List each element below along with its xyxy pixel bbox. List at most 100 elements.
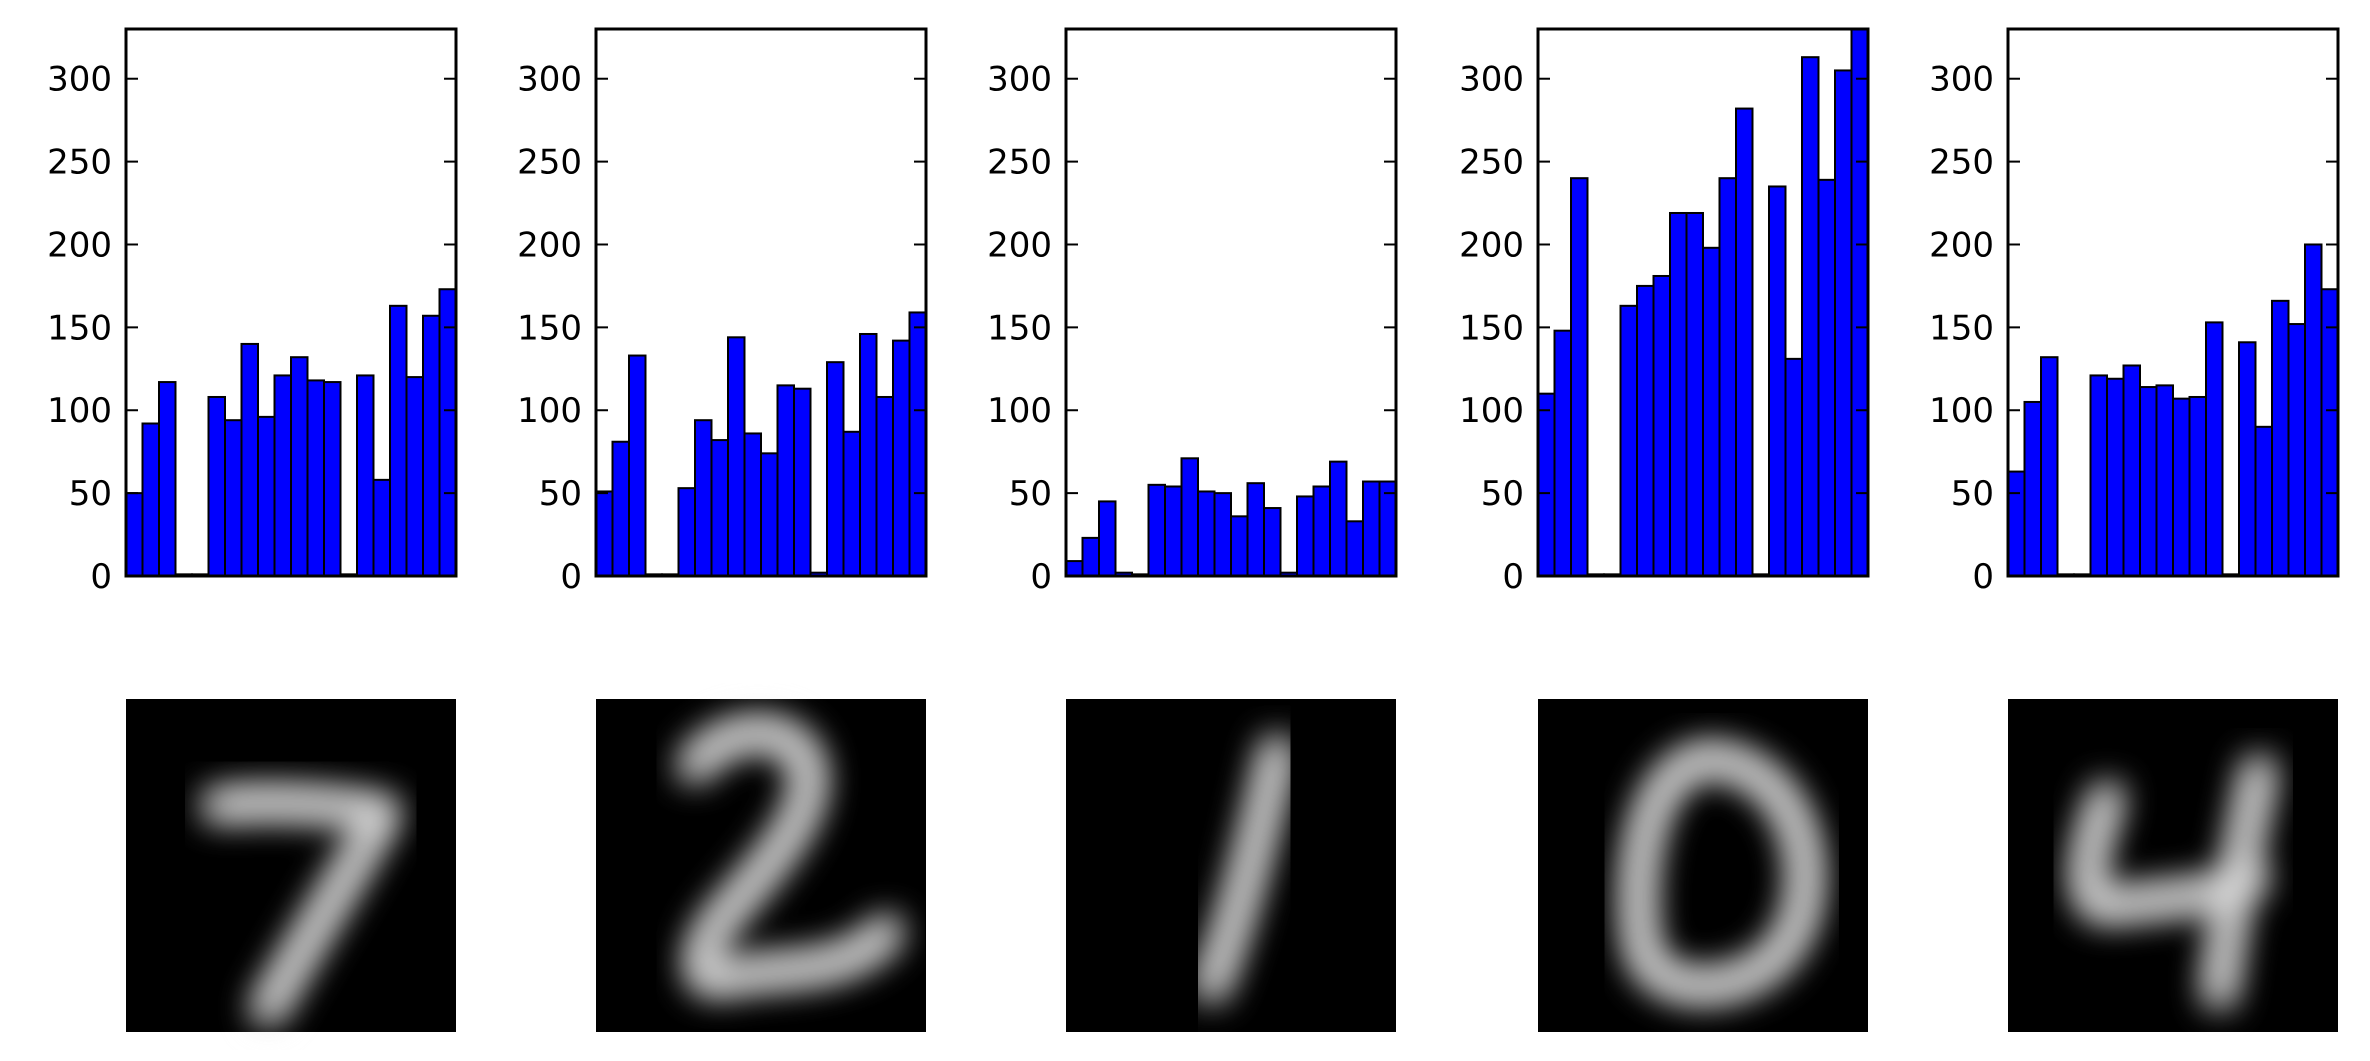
y-tick-label: 250 xyxy=(47,143,112,183)
axes-frame xyxy=(2006,27,2340,578)
y-tick-label: 150 xyxy=(1459,308,1524,348)
y-tick-label: 100 xyxy=(1929,391,1994,431)
bar xyxy=(776,384,795,577)
bar xyxy=(1345,520,1364,577)
digit-stroke xyxy=(1626,747,1818,998)
y-tick-label: 0 xyxy=(90,557,112,597)
y-tick-label: 0 xyxy=(1030,557,1052,597)
y-tick-label: 200 xyxy=(1459,225,1524,265)
bar xyxy=(2122,364,2141,577)
bar xyxy=(859,332,878,577)
digit-stroke xyxy=(2076,760,2271,1004)
y-tick-label: 50 xyxy=(1951,474,1994,514)
bar xyxy=(158,381,177,577)
bar xyxy=(1735,107,1754,577)
digit-0-image xyxy=(1538,699,1868,1032)
histogram-panel-4: 0 50 100 150 200 250 300 xyxy=(1459,27,1870,597)
bar xyxy=(826,361,845,578)
y-tick-label: 250 xyxy=(1459,143,1524,183)
axes-frame xyxy=(1064,27,1398,578)
bar xyxy=(1246,482,1265,577)
digit-stroke xyxy=(1199,740,1289,998)
y-tick-label: 50 xyxy=(1009,474,1052,514)
y-tick-label: 200 xyxy=(47,225,112,265)
bar xyxy=(1081,536,1100,578)
y-tick-label: 200 xyxy=(517,225,582,265)
bar xyxy=(1636,284,1655,577)
bar xyxy=(1312,485,1331,577)
bar xyxy=(710,439,729,577)
bar xyxy=(1378,480,1397,577)
y-tick-label: 50 xyxy=(539,474,582,514)
bar xyxy=(595,490,614,577)
bar xyxy=(141,422,160,577)
y-tick-label: 300 xyxy=(1459,60,1524,100)
bar xyxy=(1362,480,1381,577)
bar xyxy=(611,440,630,577)
bar xyxy=(257,415,276,577)
bar xyxy=(1537,392,1556,578)
bar xyxy=(1553,329,1572,577)
y-tick-label: 50 xyxy=(1481,474,1524,514)
bar xyxy=(1263,507,1282,578)
bar xyxy=(892,339,911,577)
bar xyxy=(290,356,309,578)
bar xyxy=(1669,211,1688,578)
axes-frame xyxy=(124,27,458,578)
y-tick-label: 100 xyxy=(1459,391,1524,431)
bar xyxy=(628,354,647,578)
bar xyxy=(1164,485,1183,577)
y-tick-label: 200 xyxy=(1929,225,1994,265)
digit-stroke xyxy=(683,721,898,992)
digit-7-image xyxy=(126,699,456,1032)
y-tick-label: 250 xyxy=(517,143,582,183)
y-tick-label: 150 xyxy=(987,308,1052,348)
bar xyxy=(1213,492,1232,577)
bar xyxy=(306,379,325,577)
digit-2-image xyxy=(596,699,926,1032)
bar xyxy=(793,387,812,577)
y-tick-label: 300 xyxy=(517,60,582,100)
bar xyxy=(842,430,861,578)
digit-stroke xyxy=(206,791,395,1021)
y-tick-label: 150 xyxy=(47,308,112,348)
bar xyxy=(1065,560,1084,578)
bar xyxy=(1834,69,1853,577)
bar xyxy=(1147,483,1166,577)
bar xyxy=(1817,178,1836,577)
bar xyxy=(2205,321,2224,578)
bar xyxy=(2089,374,2108,577)
bar xyxy=(727,336,746,577)
bar xyxy=(125,492,144,577)
bar xyxy=(875,395,894,578)
bar xyxy=(240,342,259,577)
bar xyxy=(372,478,391,577)
y-tick-label: 300 xyxy=(1929,60,1994,100)
bar xyxy=(1685,211,1704,578)
bar xyxy=(422,314,441,577)
bar xyxy=(1098,500,1117,577)
bar xyxy=(2007,470,2026,578)
y-tick-label: 0 xyxy=(560,557,582,597)
y-tick-label: 100 xyxy=(517,391,582,431)
bar xyxy=(1329,460,1348,578)
y-tick-label: 0 xyxy=(1972,557,1994,597)
y-tick-label: 150 xyxy=(1929,308,1994,348)
bar xyxy=(2304,243,2323,577)
y-tick-label: 250 xyxy=(1929,143,1994,183)
y-tick-label: 250 xyxy=(987,143,1052,183)
bar xyxy=(2155,384,2174,577)
axes-frame xyxy=(594,27,928,578)
y-tick-label: 200 xyxy=(987,225,1052,265)
y-tick-label: 100 xyxy=(47,391,112,431)
digit-1-image xyxy=(1066,699,1396,1032)
y-tick-label: 0 xyxy=(1502,557,1524,597)
bar xyxy=(1801,56,1820,578)
bar xyxy=(2106,377,2125,577)
bar xyxy=(207,395,226,578)
image-background xyxy=(2008,699,2338,1032)
bar xyxy=(1180,457,1199,577)
bar xyxy=(2172,397,2191,578)
bar xyxy=(908,311,927,577)
